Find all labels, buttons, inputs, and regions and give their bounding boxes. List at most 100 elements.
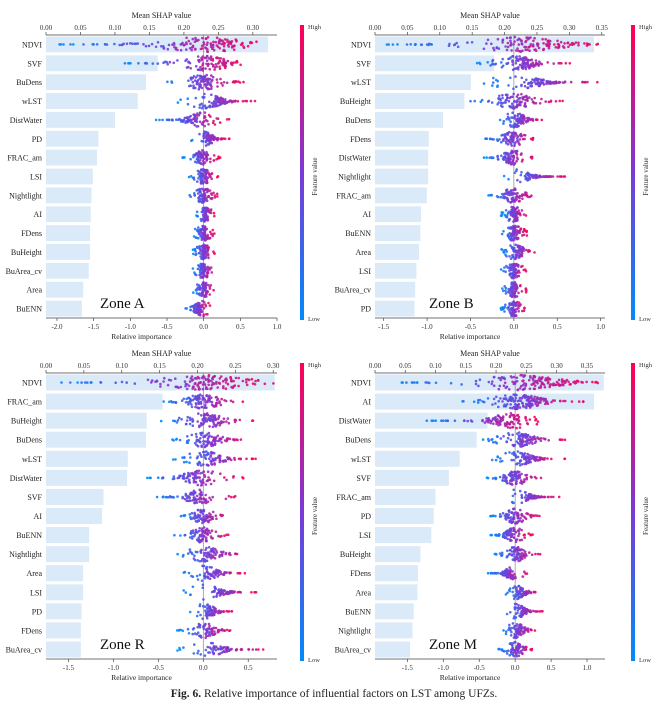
shap-point — [510, 281, 514, 284]
category-label: LSI — [30, 588, 42, 597]
shap-point — [204, 401, 207, 404]
shap-point — [491, 514, 495, 517]
shap-point — [413, 381, 416, 384]
shap-point — [202, 422, 205, 425]
shap-point — [192, 627, 196, 630]
shap-point — [512, 443, 515, 447]
shap-point — [520, 171, 523, 174]
shap-point — [207, 301, 210, 305]
shap-point — [220, 81, 223, 85]
shap-point — [184, 494, 188, 497]
shap-point — [513, 161, 517, 165]
shap-point — [194, 388, 197, 391]
shap-point — [515, 426, 518, 430]
shap-point — [216, 175, 220, 178]
shap-point — [205, 539, 208, 543]
shap-point — [229, 648, 232, 651]
shap-point — [522, 404, 525, 408]
shap-point — [516, 516, 520, 520]
shap-point — [180, 42, 184, 46]
shap-point — [521, 121, 524, 124]
shap-point — [553, 399, 556, 402]
shap-point — [218, 555, 221, 559]
shap-point — [524, 288, 528, 291]
shap-point — [202, 598, 205, 601]
shap-point — [195, 82, 199, 86]
shap-point — [209, 82, 212, 86]
shap-point — [594, 381, 597, 384]
shap-point — [196, 192, 200, 195]
shap-point — [193, 40, 197, 44]
category-label: BuArea_cv — [335, 286, 371, 295]
shap-point — [200, 414, 203, 417]
bar-wLST — [375, 74, 471, 91]
shap-point — [182, 553, 185, 557]
shap-point — [190, 403, 193, 406]
shap-point — [478, 378, 482, 382]
shap-point — [529, 396, 532, 400]
shap-point — [200, 156, 203, 159]
shap-point — [224, 399, 228, 403]
bar-PD — [46, 130, 99, 147]
shap-point — [222, 646, 225, 649]
shap-point — [487, 421, 490, 424]
shap-point — [492, 46, 495, 50]
shap-point — [497, 158, 500, 161]
shap-point — [507, 191, 510, 195]
shap-point — [221, 84, 224, 87]
shap-point — [202, 41, 205, 44]
shap-point — [523, 84, 527, 88]
shap-point — [203, 405, 207, 409]
shap-point — [249, 99, 253, 103]
shap-point — [485, 156, 489, 159]
shap-point — [513, 281, 517, 284]
bar-BuArea_cv — [46, 262, 89, 279]
shap-point — [218, 47, 222, 50]
shap-point — [204, 493, 207, 497]
shap-point — [510, 312, 514, 315]
shap-point — [556, 39, 559, 43]
shap-point — [528, 195, 532, 199]
shap-point — [182, 472, 186, 476]
shap-point — [198, 286, 202, 290]
shap-point — [528, 441, 531, 445]
shap-point — [199, 453, 202, 457]
shap-point — [189, 550, 192, 554]
shap-point — [516, 388, 520, 392]
shap-point — [218, 458, 222, 462]
shap-point — [531, 137, 534, 140]
shap-point — [516, 263, 520, 267]
shap-point — [179, 474, 182, 478]
shap-point — [209, 613, 212, 617]
shap-point — [517, 43, 521, 46]
shap-point — [204, 609, 207, 612]
category-label: NDVI — [351, 40, 371, 49]
shap-point — [185, 36, 188, 40]
shap-point — [501, 41, 504, 44]
colorbar-label: Feature value — [642, 158, 650, 196]
shap-point — [165, 495, 168, 499]
shap-point — [204, 246, 208, 249]
shap-point — [223, 102, 227, 105]
shap-point — [509, 406, 512, 410]
shap-point — [511, 425, 515, 429]
colorbar-high-label: High — [308, 24, 322, 31]
shap-point — [523, 61, 527, 65]
bottom-tick-label: -1.0 — [125, 323, 137, 331]
shap-point — [175, 629, 179, 632]
bar-LSI — [375, 527, 432, 544]
shap-point — [581, 80, 584, 84]
shap-point — [272, 382, 275, 385]
shap-point — [178, 438, 182, 442]
shap-point — [503, 310, 506, 313]
shap-point — [583, 42, 586, 45]
shap-point — [206, 244, 209, 247]
shap-point — [504, 192, 507, 196]
shap-point — [502, 230, 505, 233]
shap-point — [514, 268, 518, 272]
shap-point — [210, 193, 214, 196]
shap-point — [518, 96, 522, 100]
shap-point — [492, 422, 495, 426]
bottom-tick-label: 0.0 — [199, 664, 208, 672]
shap-point — [542, 78, 545, 82]
